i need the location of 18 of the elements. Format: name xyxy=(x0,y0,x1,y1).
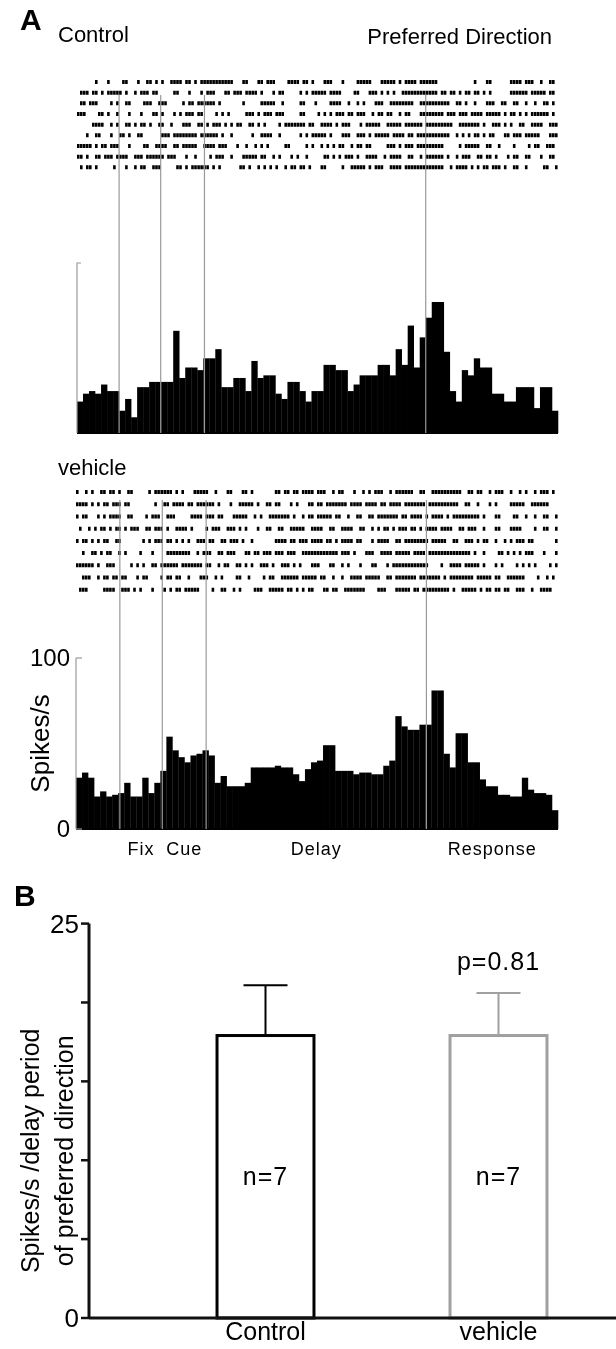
y-tick-label: 0 xyxy=(56,815,70,843)
y-tick-label: 0 xyxy=(64,1303,79,1334)
y-tick-label: 100 xyxy=(29,644,70,672)
text: Fix xyxy=(127,839,155,859)
y-tick-label: 25 xyxy=(50,908,79,939)
chart-subtitle: Preferred Direction xyxy=(367,24,552,49)
y-axis-title: Spikes/s xyxy=(25,694,56,793)
text: A xyxy=(20,3,42,36)
annotation: p=0.81 xyxy=(456,946,541,975)
text: Response xyxy=(447,839,537,859)
annotation: n=7 xyxy=(475,1161,522,1190)
text: Delay xyxy=(290,839,342,859)
chart-title: vehicle xyxy=(58,455,127,480)
text: Cue xyxy=(166,839,203,859)
chart-title: B xyxy=(14,879,36,912)
annotation: n=7 xyxy=(242,1161,289,1190)
chart-title: Control xyxy=(58,22,129,47)
y-axis-title: Spikes/s /delay period of preferred direction xyxy=(15,1028,78,1274)
